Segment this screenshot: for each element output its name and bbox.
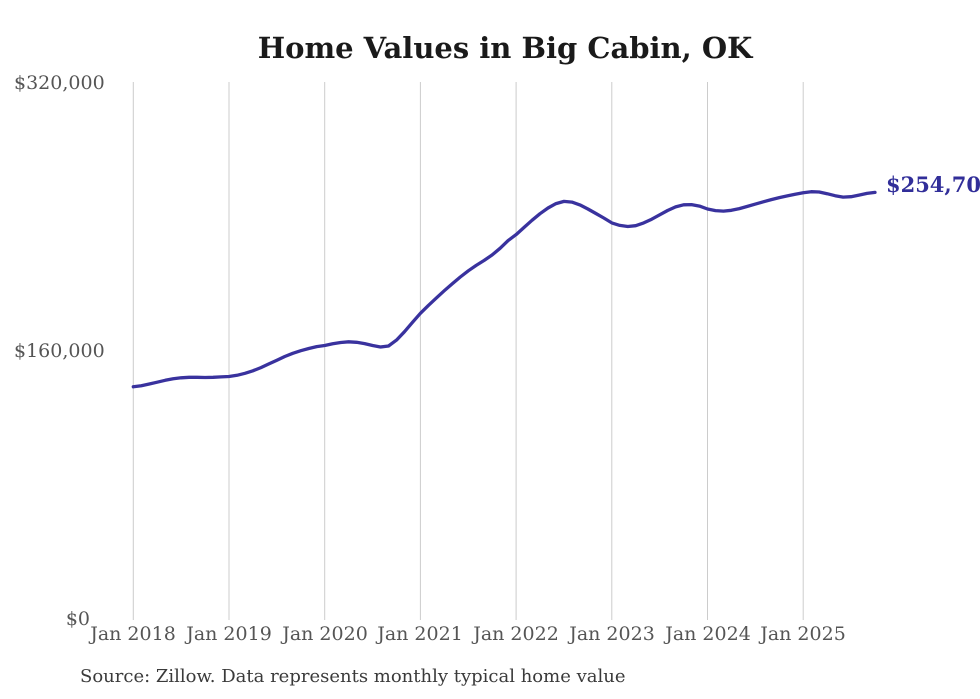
x-tick-label-2018: Jan 2018 (90, 623, 176, 645)
end-value-label: $254,709 (885, 172, 980, 198)
y-tick-label-320000: $320,000 (14, 72, 105, 94)
chart-title: Home Values in Big Cabin, OK (257, 31, 753, 65)
y-tick-label-0: $0 (65, 608, 90, 630)
y-tick-label-160000: $160,000 (14, 340, 105, 362)
x-tick-label-2021: Jan 2021 (377, 623, 463, 645)
x-tick-label-2025: Jan 2025 (760, 623, 846, 645)
source-note: Source: Zillow. Data represents monthly … (80, 666, 626, 687)
x-tick-label-2024: Jan 2024 (665, 623, 751, 645)
x-tick-label-2020: Jan 2020 (282, 623, 368, 645)
x-tick-label-2022: Jan 2022 (473, 623, 559, 645)
price-line (131, 190, 877, 389)
x-tick-label-2023: Jan 2023 (569, 623, 655, 645)
x-tick-label-2019: Jan 2019 (186, 623, 272, 645)
gridlines (132, 82, 804, 620)
